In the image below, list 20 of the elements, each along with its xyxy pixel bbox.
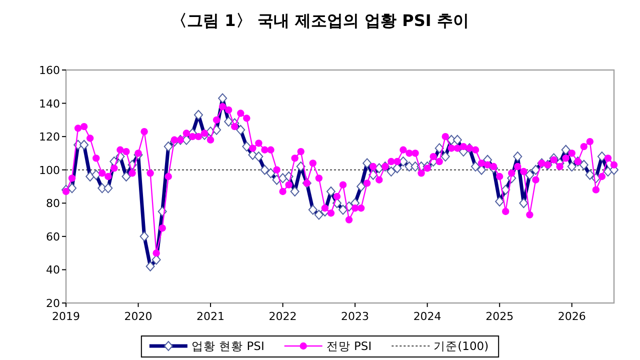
x-tick-label: 2023: [341, 310, 370, 323]
y-tick-label: 160: [39, 64, 60, 77]
legend-label: 기준(100): [434, 339, 489, 353]
x-tick-label: 2020: [124, 310, 152, 323]
x-tick-label: 2024: [413, 310, 442, 323]
legend-label: 업황 현황 PSI: [191, 339, 264, 353]
chart-title: 〈그림 1〉 국내 제조업의 업황 PSI 추이: [171, 11, 469, 30]
y-tick-label: 100: [39, 164, 60, 177]
x-tick-label: 2025: [486, 310, 514, 323]
x-tick-label: 2022: [268, 310, 297, 323]
legend-label: 전망 PSI: [326, 339, 372, 353]
x-tick-label: 2021: [196, 310, 225, 323]
y-tick-label: 120: [39, 130, 60, 144]
y-tick-label: 40: [46, 264, 60, 277]
x-tick-label: 2026: [558, 310, 586, 323]
x-tick-label: 2019: [52, 310, 80, 323]
y-tick-label: 20: [46, 297, 60, 310]
y-tick-label: 80: [46, 197, 60, 210]
y-tick-label: 60: [46, 230, 60, 244]
y-tick-label: 140: [39, 97, 60, 110]
